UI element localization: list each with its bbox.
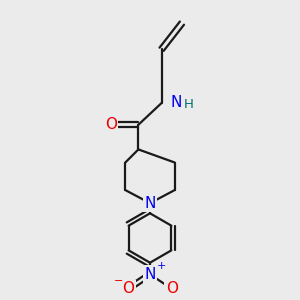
Text: H: H xyxy=(183,98,193,111)
Text: N: N xyxy=(170,95,182,110)
Text: O: O xyxy=(105,117,117,132)
Text: N: N xyxy=(144,196,156,211)
Text: O: O xyxy=(166,281,178,296)
Text: −: − xyxy=(114,276,124,286)
Text: O: O xyxy=(122,281,134,296)
Text: +: + xyxy=(156,261,166,271)
Text: N: N xyxy=(144,267,156,282)
